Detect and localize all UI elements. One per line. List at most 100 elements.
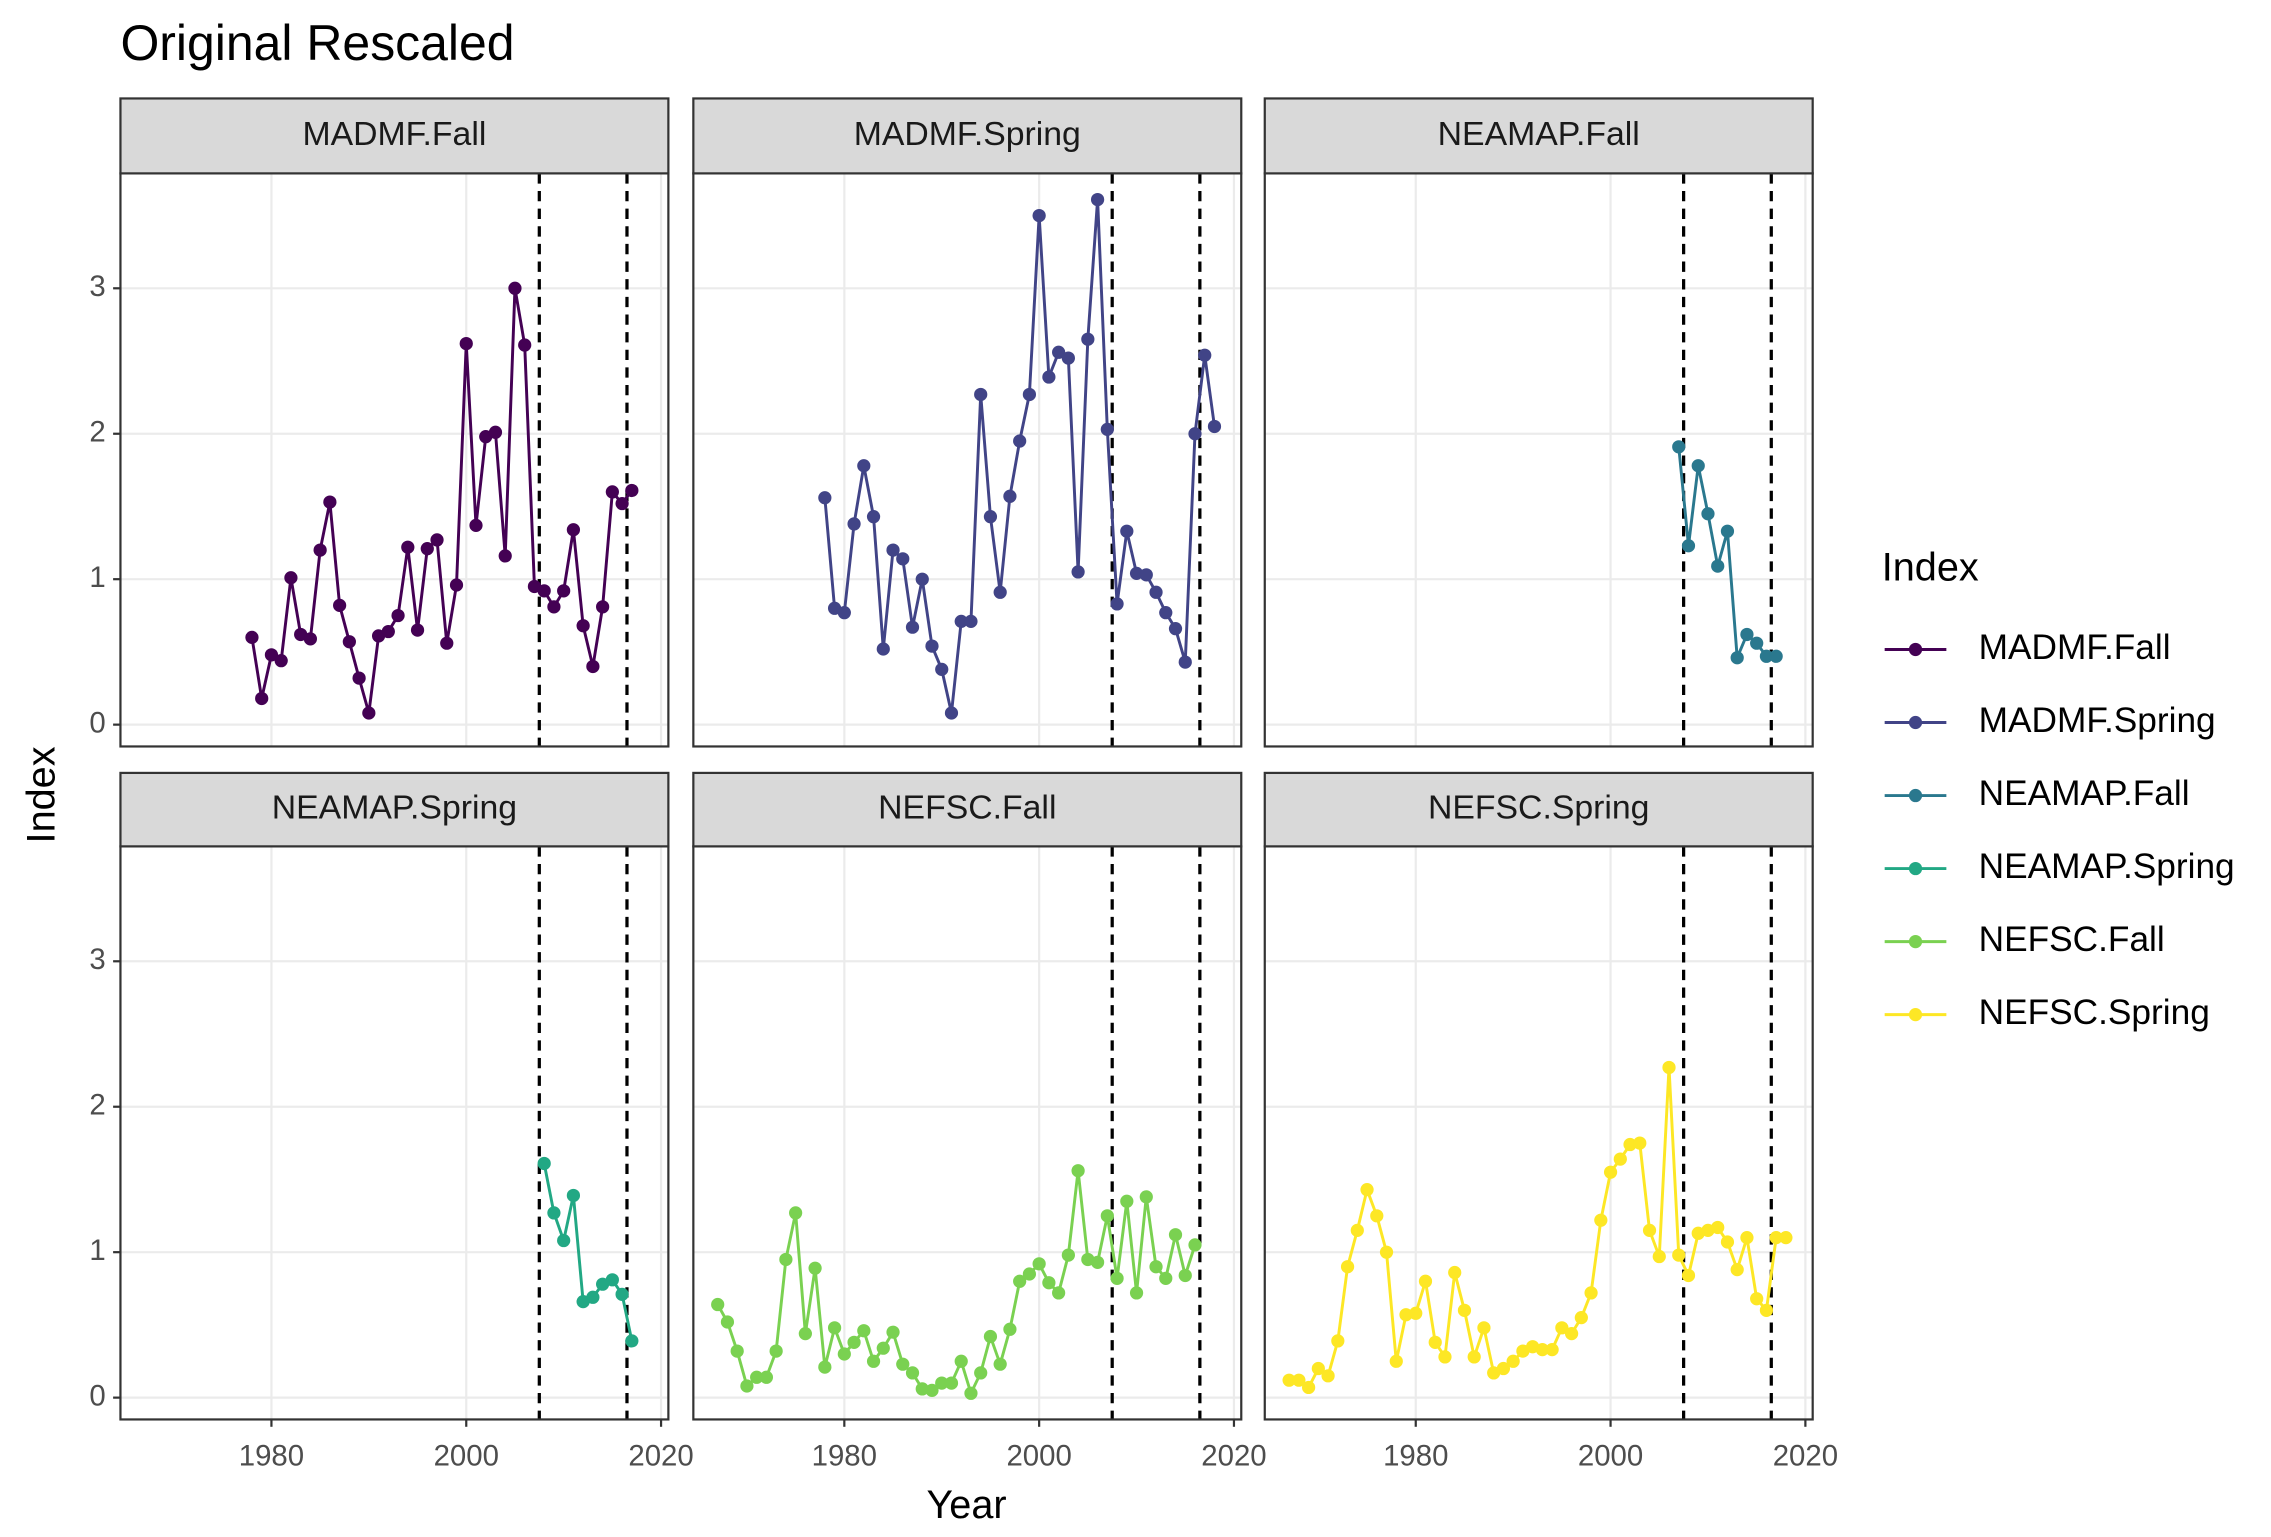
strip xyxy=(119,771,670,848)
data-point xyxy=(615,1287,629,1301)
y-tick-label: 0 xyxy=(89,1379,105,1412)
data-point xyxy=(1139,1190,1153,1204)
data-point xyxy=(1282,1373,1296,1387)
data-point xyxy=(1750,1292,1764,1306)
data-point xyxy=(993,1357,1007,1371)
data-point xyxy=(789,1206,803,1220)
legend-point xyxy=(1908,1008,1923,1022)
strip-label: NEFSC.Spring xyxy=(1428,789,1649,827)
data-point xyxy=(1672,1248,1686,1262)
data-point xyxy=(566,523,581,537)
panel-background xyxy=(1264,173,1813,747)
panel-background xyxy=(1264,846,1813,1420)
data-point xyxy=(1301,1380,1316,1395)
data-point xyxy=(1052,345,1066,359)
data-point xyxy=(1022,1267,1037,1281)
data-point xyxy=(1467,1350,1481,1364)
data-point xyxy=(837,1347,851,1361)
data-point xyxy=(323,495,337,509)
data-point xyxy=(1090,1255,1105,1269)
data-point xyxy=(905,620,920,634)
legend-point xyxy=(1908,861,1923,876)
data-point xyxy=(1672,440,1686,454)
strip-label: MADMF.Fall xyxy=(302,115,486,153)
data-point xyxy=(1360,1183,1374,1197)
legend-label: NEAMAP.Spring xyxy=(1979,847,2235,886)
data-point xyxy=(1662,1060,1676,1075)
data-point xyxy=(1379,1245,1394,1259)
data-point xyxy=(1003,489,1017,503)
data-point xyxy=(440,636,454,650)
y-tick-label: 0 xyxy=(89,706,105,739)
data-point xyxy=(847,1335,861,1349)
data-point xyxy=(1003,1322,1017,1336)
data-point xyxy=(410,623,425,637)
data-point xyxy=(1061,351,1075,365)
data-point xyxy=(876,1341,890,1355)
data-point xyxy=(964,614,978,628)
x-tick-label: 2020 xyxy=(1773,1439,1838,1472)
data-point xyxy=(798,1327,812,1341)
x-tick-label: 2000 xyxy=(434,1439,499,1472)
data-point xyxy=(896,1357,910,1371)
data-point xyxy=(857,1324,871,1338)
data-point xyxy=(730,1344,744,1358)
data-point xyxy=(954,1354,968,1368)
data-point xyxy=(625,1334,639,1348)
data-point xyxy=(1711,1220,1725,1235)
y-tick-label: 1 xyxy=(89,1234,105,1267)
data-point xyxy=(750,1370,764,1384)
y-tick-label: 2 xyxy=(89,416,105,449)
data-point xyxy=(1168,1228,1183,1242)
data-point xyxy=(886,1325,900,1339)
x-tick-label: 2020 xyxy=(628,1439,693,1472)
data-point xyxy=(1052,1286,1066,1300)
data-point xyxy=(1769,1231,1783,1245)
legend-label: NEFSC.Fall xyxy=(1979,920,2165,959)
data-point xyxy=(1711,559,1725,573)
series-line xyxy=(716,1170,1197,1398)
chart-title: Original Rescaled xyxy=(120,15,514,71)
data-point xyxy=(1071,565,1085,579)
data-point xyxy=(1603,1165,1618,1179)
strip-label: MADMF.Spring xyxy=(854,115,1081,153)
panel-background xyxy=(120,846,669,1420)
data-point xyxy=(1613,1152,1627,1166)
strip xyxy=(692,97,1243,175)
data-point xyxy=(274,654,288,668)
panel-background xyxy=(693,846,1242,1420)
legend-point xyxy=(1908,934,1923,949)
data-point xyxy=(245,630,259,644)
data-point xyxy=(1100,422,1114,436)
legend-label: NEFSC.Spring xyxy=(1979,993,2210,1032)
legend-label: NEAMAP.Fall xyxy=(1979,774,2190,813)
strip xyxy=(119,97,670,175)
data-point xyxy=(886,543,900,557)
data-point xyxy=(566,1188,581,1203)
data-point xyxy=(983,1329,998,1344)
panel-background xyxy=(693,173,1242,747)
data-point xyxy=(837,606,851,620)
data-point xyxy=(1292,1373,1306,1387)
data-point xyxy=(944,1376,959,1390)
data-point xyxy=(459,336,473,351)
data-point xyxy=(905,1366,920,1380)
data-point xyxy=(1457,1303,1472,1317)
data-point xyxy=(1477,1321,1491,1335)
data-point xyxy=(1081,332,1095,346)
data-point xyxy=(1438,1350,1452,1364)
y-axis-label: Index xyxy=(20,746,64,843)
data-point xyxy=(1740,1231,1754,1245)
legend-label: MADMF.Spring xyxy=(1979,701,2216,740)
strip xyxy=(1263,97,1814,175)
data-point xyxy=(596,600,610,614)
data-point xyxy=(1042,370,1056,384)
data-point xyxy=(1120,1194,1134,1208)
data-point xyxy=(1730,651,1744,665)
data-point xyxy=(866,510,881,524)
data-point xyxy=(1071,1164,1085,1178)
data-point xyxy=(1032,1257,1046,1271)
data-point xyxy=(915,572,929,586)
data-point xyxy=(779,1252,793,1267)
